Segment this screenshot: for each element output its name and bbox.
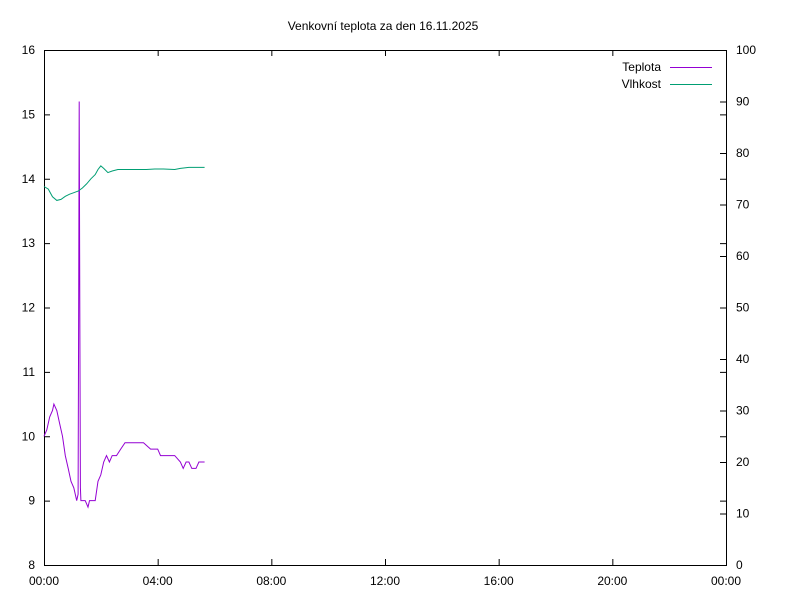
y-left-tick-label: 9: [28, 494, 35, 508]
y-left-tick-label: 8: [28, 558, 35, 572]
series-line-teplota: [43, 101, 205, 509]
y-right-tick-label: 20: [736, 455, 750, 469]
y-right-tick-label: 80: [736, 146, 750, 160]
y-left-tick-label: 15: [22, 107, 36, 121]
y-right-tick-label: 100: [736, 43, 756, 57]
x-tick-label: 16:00: [484, 574, 514, 588]
series-line-vlhkost: [43, 165, 205, 201]
y-right-tick-label: 40: [736, 352, 750, 366]
x-tick-label: 20:00: [597, 574, 627, 588]
plot-frame: [44, 50, 727, 566]
y-right-tick-label: 10: [736, 507, 750, 521]
y-left-tick-label: 16: [22, 43, 36, 57]
x-tick-label: 12:00: [370, 574, 400, 588]
x-tick-label: 08:00: [256, 574, 286, 588]
series-lines: [43, 101, 205, 509]
y-left-tick-label: 10: [22, 429, 36, 443]
legend: Teplota Vlhkost: [622, 60, 712, 91]
x-tick-label: 00:00: [29, 574, 59, 588]
y-right-tick-label: 90: [736, 95, 750, 109]
chart-title: Venkovní teplota za den 16.11.2025: [288, 19, 479, 33]
y-right-tick-label: 30: [736, 404, 750, 418]
x-tick-label: 04:00: [143, 574, 173, 588]
legend-label-teplota: Teplota: [622, 60, 661, 74]
y-right-tick-label: 60: [736, 249, 750, 263]
legend-label-vlhkost: Vlhkost: [622, 77, 662, 91]
tick-marks: [44, 50, 727, 566]
y-right-tick-label: 50: [736, 301, 750, 315]
y-left-tick-label: 12: [22, 301, 36, 315]
x-tick-label: 00:00: [711, 574, 741, 588]
y-right-tick-label: 70: [736, 198, 750, 212]
tick-labels: 8 9 10 11 12 13 14 15 16 0 10 20 30 40 50 60 70 80 90 100 00…: [22, 43, 757, 588]
y-right-tick-label: 0: [736, 558, 743, 572]
y-left-tick-label: 14: [22, 172, 36, 186]
y-left-tick-label: 11: [23, 365, 36, 379]
y-left-tick-label: 13: [22, 236, 36, 250]
